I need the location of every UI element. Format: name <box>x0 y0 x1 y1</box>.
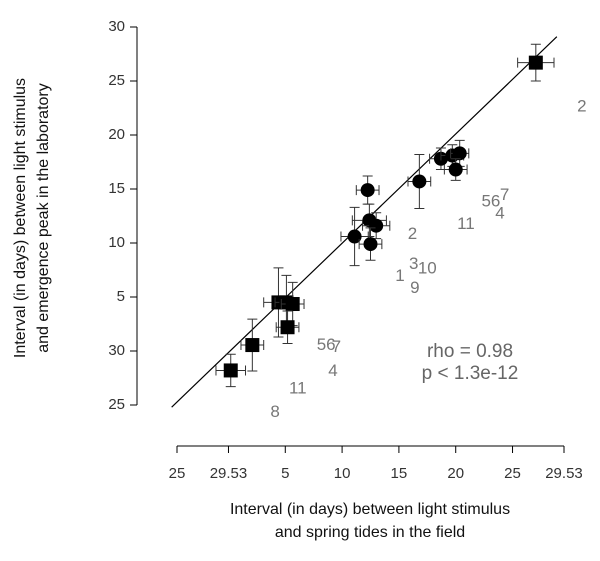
point-label: 1 <box>395 266 404 285</box>
point <box>347 229 362 244</box>
point <box>245 338 260 353</box>
point-label: 2 <box>577 96 586 115</box>
point-label: 3 <box>409 254 418 273</box>
point-label: 56 <box>317 335 336 354</box>
point-label: 2 <box>408 224 417 243</box>
point-label: 10 <box>418 258 437 277</box>
point <box>363 237 378 252</box>
y-tick-label: 20 <box>108 126 125 143</box>
point-label: 7 <box>332 337 341 356</box>
point <box>223 363 238 378</box>
x-tick-label: 10 <box>334 465 351 482</box>
x-tick-label: 25 <box>169 465 186 482</box>
y-axis-title: and emergence peak in the laboratory <box>35 83 52 353</box>
point-label: 4 <box>328 361 337 380</box>
point-label: 9 <box>410 278 419 297</box>
point-label: 56 <box>481 191 500 210</box>
x-tick-label: 25 <box>504 465 521 482</box>
y-tick-label: 30 <box>108 342 125 359</box>
x-tick-label: 20 <box>447 465 464 482</box>
point <box>452 146 467 161</box>
x-tick-label: 5 <box>281 465 289 482</box>
y-tick-label: 15 <box>108 180 125 197</box>
point-label: 4 <box>495 203 504 222</box>
point <box>528 55 543 70</box>
y-tick-label: 10 <box>108 234 125 251</box>
x-tick-label: 29.53 <box>545 465 583 482</box>
point <box>369 218 384 233</box>
point-label: 8 <box>270 402 279 421</box>
stat-text: rho = 0.98 <box>427 341 513 362</box>
x-tick-label: 15 <box>391 465 408 482</box>
point-label: 7 <box>500 185 509 204</box>
point-label: 11 <box>289 378 307 397</box>
x-axis-title: Interval (in days) between light stimulu… <box>230 501 510 518</box>
point <box>412 174 427 189</box>
y-axis-title: Interval (in days) between light stimulu… <box>12 78 29 358</box>
stat-text: p < 1.3e-12 <box>422 363 519 384</box>
point <box>280 320 295 335</box>
y-tick-label: 25 <box>108 396 125 413</box>
point <box>448 162 463 177</box>
point <box>360 183 375 198</box>
y-tick-label: 30 <box>108 18 125 35</box>
point <box>285 297 300 312</box>
y-tick-label: 5 <box>117 288 125 305</box>
x-axis-title: and spring tides in the field <box>275 524 465 541</box>
x-tick-label: 29.53 <box>210 465 248 482</box>
point-label: 11 <box>457 214 475 233</box>
y-tick-label: 25 <box>108 72 125 89</box>
